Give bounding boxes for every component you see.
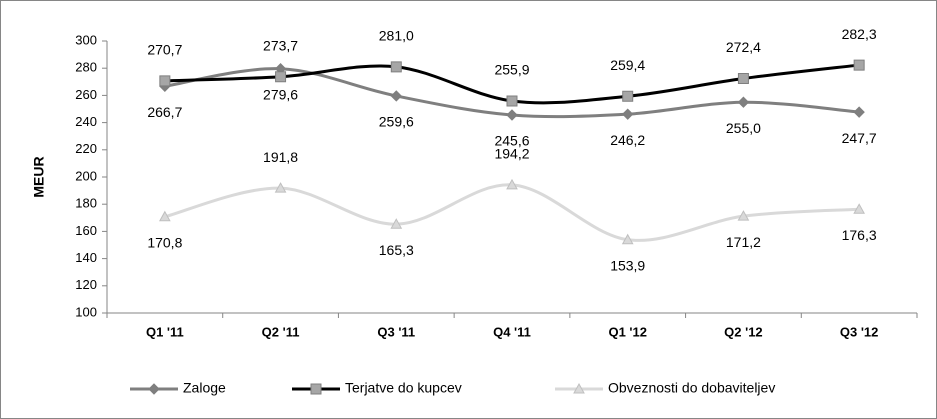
y-tick-label: 240 (75, 114, 97, 129)
y-tick-label: 220 (75, 141, 97, 156)
y-axis-label: MEUR (31, 156, 47, 197)
data-label: 191,8 (263, 149, 298, 165)
data-point (159, 210, 171, 222)
data-point (390, 61, 402, 73)
x-tick-label: Q2 '11 (262, 324, 300, 339)
y-tick-label: 260 (75, 87, 97, 102)
data-point (853, 106, 865, 118)
data-label: 270,7 (147, 42, 182, 58)
x-tick-label: Q1 '11 (146, 324, 184, 339)
data-label: 255,9 (494, 62, 529, 78)
data-label: 171,2 (726, 234, 761, 250)
data-label: 176,3 (842, 227, 877, 243)
data-point (853, 203, 865, 214)
x-tick-label: Q1 '12 (608, 324, 647, 339)
data-point (622, 90, 634, 102)
y-tick-label: 180 (75, 196, 97, 211)
x-tick-label: Q4 '11 (493, 324, 531, 339)
data-label: 247,7 (842, 130, 877, 146)
data-label: 165,3 (379, 242, 414, 258)
x-tick-label: Q3 '12 (840, 324, 879, 339)
y-tick-label: 160 (75, 223, 97, 238)
data-label: 246,2 (610, 132, 645, 148)
data-point (506, 178, 518, 190)
y-tick-label: 100 (75, 304, 97, 319)
data-point (737, 210, 750, 221)
x-tick-label: Q3 '11 (377, 324, 415, 339)
legend-marker (310, 383, 322, 395)
data-point (737, 73, 749, 85)
data-label: 282,3 (842, 26, 877, 42)
data-label: 259,6 (379, 114, 414, 130)
y-tick-label: 300 (75, 32, 97, 47)
data-label: 259,4 (610, 57, 645, 73)
data-point (506, 95, 518, 107)
data-point (737, 96, 750, 108)
data-point (390, 218, 403, 229)
data-label: 153,9 (610, 257, 645, 273)
legend-marker (573, 382, 585, 394)
data-point (390, 90, 402, 102)
data-point (621, 233, 634, 245)
data-point (159, 75, 171, 87)
y-tick-label: 200 (75, 168, 97, 183)
legend-marker (148, 383, 160, 395)
data-label: 170,8 (147, 234, 182, 250)
y-tick-label: 280 (75, 60, 97, 75)
legend-label: Terjatve do kupcev (345, 380, 462, 396)
legend-label: Zaloge (183, 380, 226, 396)
data-point (275, 71, 287, 83)
data-label: 266,7 (147, 104, 182, 120)
data-label: 194,2 (494, 146, 529, 162)
y-tick-label: 140 (75, 250, 97, 265)
data-point (506, 109, 518, 121)
data-point (274, 182, 287, 193)
data-point (622, 108, 634, 120)
data-label: 279,6 (263, 86, 298, 102)
data-label: 255,0 (726, 120, 761, 136)
data-label: 273,7 (263, 37, 298, 53)
data-point (853, 59, 865, 71)
data-label: 272,4 (726, 39, 761, 55)
legend-label: Obveznosti do dobaviteljev (608, 380, 775, 396)
y-tick-label: 120 (75, 277, 97, 292)
x-tick-label: Q2 '12 (724, 324, 763, 339)
data-label: 245,6 (494, 133, 529, 149)
data-label: 281,0 (379, 28, 414, 44)
